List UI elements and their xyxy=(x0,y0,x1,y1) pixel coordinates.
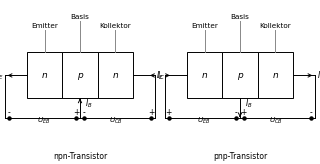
Text: Emitter: Emitter xyxy=(191,23,218,29)
Text: $U_{CB}$: $U_{CB}$ xyxy=(269,116,283,126)
Text: npn-Transistor: npn-Transistor xyxy=(53,152,107,161)
Text: n: n xyxy=(202,71,208,80)
Text: $I_C$: $I_C$ xyxy=(317,69,320,82)
Text: $I_E$: $I_E$ xyxy=(0,69,3,82)
Text: +: + xyxy=(148,108,155,117)
Text: $I_B$: $I_B$ xyxy=(85,97,92,110)
Text: -: - xyxy=(7,108,10,117)
Bar xyxy=(62,52,98,98)
Bar xyxy=(98,52,133,98)
Text: Basis: Basis xyxy=(231,14,249,20)
Text: $I_B$: $I_B$ xyxy=(245,97,252,110)
Text: n: n xyxy=(112,71,118,80)
Text: +: + xyxy=(73,108,79,117)
Bar xyxy=(222,52,258,98)
Text: -: - xyxy=(83,108,85,117)
Text: $I_E$: $I_E$ xyxy=(156,69,163,82)
Text: +: + xyxy=(165,108,172,117)
Text: n: n xyxy=(42,71,48,80)
Text: Basis: Basis xyxy=(71,14,89,20)
Text: pnp-Transistor: pnp-Transistor xyxy=(213,152,267,161)
Bar xyxy=(258,52,293,98)
Text: $U_{EB}$: $U_{EB}$ xyxy=(37,116,51,126)
Text: n: n xyxy=(272,71,278,80)
Text: Kollektor: Kollektor xyxy=(259,23,291,29)
Bar xyxy=(187,52,222,98)
Text: p: p xyxy=(77,71,83,80)
Text: $U_{EB}$: $U_{EB}$ xyxy=(197,116,211,126)
Text: -: - xyxy=(310,108,313,117)
Bar xyxy=(27,52,62,98)
Text: Kollektor: Kollektor xyxy=(99,23,131,29)
Text: -: - xyxy=(235,108,237,117)
Text: +: + xyxy=(241,108,247,117)
Text: $U_{CB}$: $U_{CB}$ xyxy=(109,116,123,126)
Text: $I_C$: $I_C$ xyxy=(157,69,165,82)
Text: p: p xyxy=(237,71,243,80)
Text: Emitter: Emitter xyxy=(31,23,58,29)
